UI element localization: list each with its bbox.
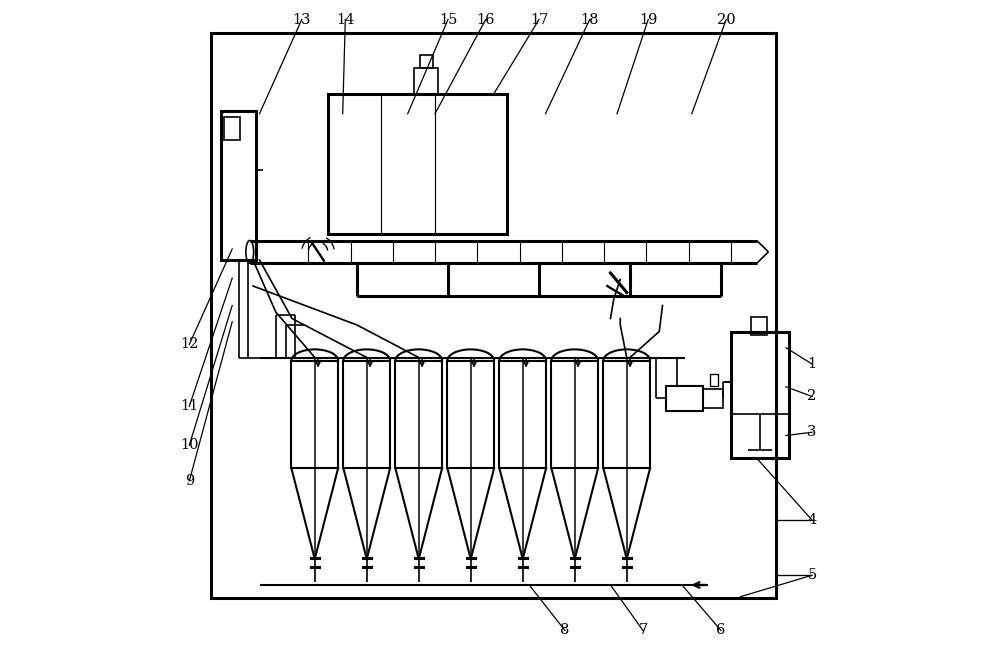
Text: 14: 14 xyxy=(336,12,354,27)
Bar xyxy=(447,361,494,468)
Bar xyxy=(666,386,703,411)
Text: 19: 19 xyxy=(639,12,657,27)
Text: 11: 11 xyxy=(180,399,198,413)
Bar xyxy=(224,117,240,140)
Bar xyxy=(703,389,723,408)
Bar xyxy=(710,374,718,386)
Text: 6: 6 xyxy=(716,623,726,638)
Bar xyxy=(291,361,338,468)
Bar xyxy=(603,361,650,468)
Bar xyxy=(220,111,256,260)
Text: 7: 7 xyxy=(638,623,648,638)
Text: 13: 13 xyxy=(292,12,311,27)
Bar xyxy=(420,55,433,68)
Bar xyxy=(731,332,789,458)
Text: 20: 20 xyxy=(717,12,736,27)
Text: 16: 16 xyxy=(476,12,495,27)
Text: 18: 18 xyxy=(580,12,599,27)
Text: 17: 17 xyxy=(530,12,548,27)
Text: 9: 9 xyxy=(185,474,194,488)
Bar xyxy=(551,361,598,468)
Text: 15: 15 xyxy=(439,12,457,27)
Bar xyxy=(499,361,546,468)
Text: 2: 2 xyxy=(807,389,817,404)
Text: 4: 4 xyxy=(807,513,817,527)
Bar xyxy=(211,32,776,598)
Text: 12: 12 xyxy=(180,337,198,352)
Text: 10: 10 xyxy=(180,438,199,452)
Bar xyxy=(395,361,442,468)
Bar xyxy=(751,317,767,335)
Bar xyxy=(414,68,438,94)
Text: 8: 8 xyxy=(560,623,570,638)
Bar xyxy=(328,94,507,234)
Text: 5: 5 xyxy=(807,568,817,582)
Text: 3: 3 xyxy=(807,425,817,439)
Text: 1: 1 xyxy=(807,357,817,371)
Bar xyxy=(343,361,390,468)
